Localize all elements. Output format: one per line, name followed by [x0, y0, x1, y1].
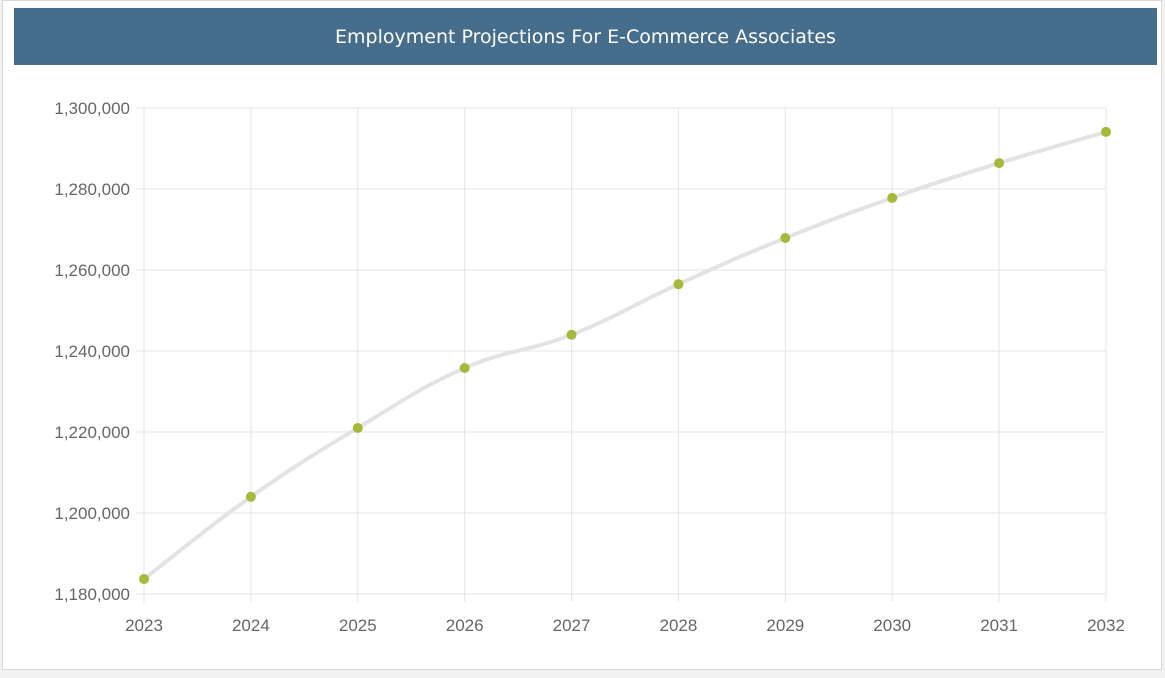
data-point: [139, 574, 149, 585]
x-tick-label: 2026: [446, 616, 484, 635]
x-tick-label: 2023: [125, 616, 163, 635]
data-point: [1101, 126, 1111, 137]
data-point: [245, 491, 256, 502]
y-tick-label: 1,300,000: [54, 99, 130, 118]
x-tick-label: 2025: [339, 616, 377, 635]
y-tick-label: 1,280,000: [54, 180, 130, 199]
x-tick-label: 2027: [553, 616, 591, 635]
x-tick-label: 2028: [660, 616, 698, 635]
x-tick-label: 2030: [873, 616, 911, 635]
y-tick-label: 1,260,000: [54, 261, 130, 280]
data-point: [887, 192, 898, 203]
data-point: [994, 158, 1005, 169]
data-point: [566, 329, 577, 340]
x-tick-label: 2031: [980, 616, 1018, 635]
y-tick-label: 1,180,000: [54, 585, 130, 604]
x-tick-label: 2029: [766, 616, 804, 635]
x-tick-label: 2024: [232, 616, 270, 635]
series-line: [142, 129, 1107, 581]
x-tick-label: 2032: [1087, 616, 1125, 635]
y-tick-label: 1,220,000: [54, 423, 130, 442]
data-point: [673, 279, 684, 290]
data-point: [352, 422, 363, 433]
y-tick-label: 1,200,000: [54, 504, 130, 523]
y-tick-label: 1,240,000: [54, 342, 130, 361]
data-point: [780, 233, 791, 244]
chart-title: Employment Projections For E-Commerce As…: [14, 8, 1157, 65]
data-point: [459, 363, 470, 374]
